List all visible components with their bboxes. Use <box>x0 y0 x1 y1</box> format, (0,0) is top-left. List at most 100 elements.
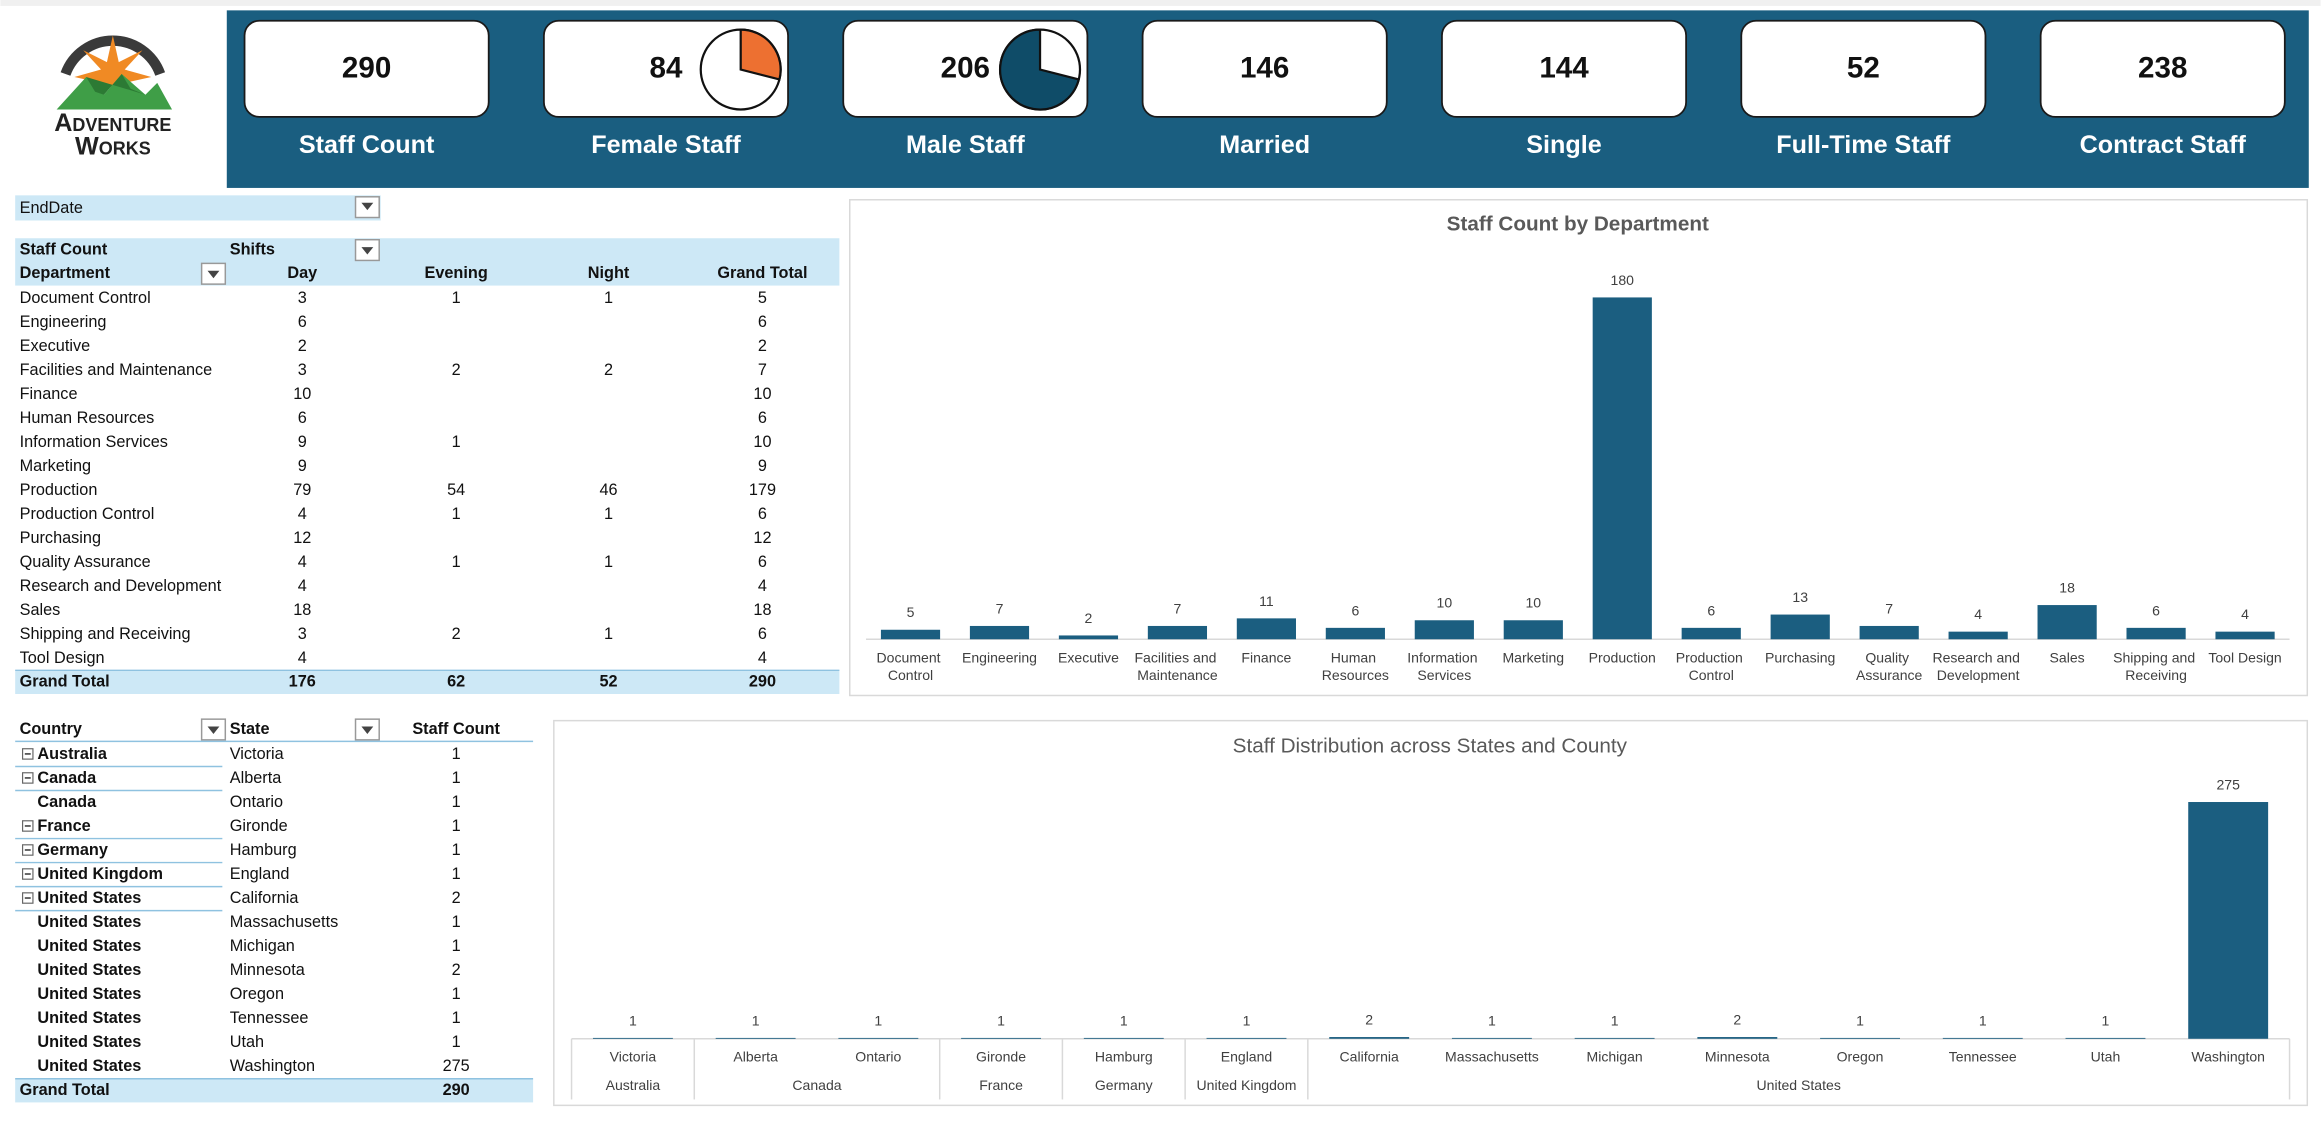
table-corner: Staff Count <box>20 240 108 258</box>
bar <box>1236 618 1296 640</box>
table-cell: 4 <box>298 505 307 523</box>
kpi-label: Full-Time Staff <box>1776 131 1951 159</box>
table-cell: 1 <box>452 913 461 931</box>
table-header-bg <box>15 238 840 286</box>
table-cell: 1 <box>452 1033 461 1051</box>
value-label: 1 <box>874 1012 882 1028</box>
x-tick-label: Michigan <box>1587 1049 1643 1065</box>
chart-title: Staff Count by Department <box>1447 212 1709 235</box>
total-cell: 290 <box>749 672 776 690</box>
bar <box>969 625 1030 640</box>
x-tick-label: Tool Design <box>2208 649 2281 665</box>
bar <box>1083 1037 1164 1039</box>
bar <box>961 1037 1042 1039</box>
country-label: Germany <box>37 841 108 859</box>
table-cell: 1 <box>604 553 613 571</box>
state-label: Hamburg <box>230 841 297 859</box>
value-label: 5 <box>907 604 915 620</box>
row-label: Finance <box>20 385 78 403</box>
bar <box>1770 614 1830 640</box>
value-label: 1 <box>997 1012 1005 1028</box>
filter-button[interactable] <box>354 196 380 219</box>
value-label: 2 <box>1733 1011 1741 1027</box>
table-cell: 9 <box>298 433 307 451</box>
kpi-card <box>1441 19 1687 118</box>
x-tick-label: Alberta <box>733 1049 778 1065</box>
country-label: United States <box>37 889 141 907</box>
x-tick-label: Victoria <box>610 1049 657 1065</box>
column-header: Country <box>20 720 82 738</box>
table-cell: 12 <box>753 529 771 547</box>
value-label: 7 <box>996 600 1004 616</box>
x-tick-label: Hamburg <box>1095 1049 1153 1065</box>
table-cell: 6 <box>758 409 767 427</box>
state-label: Michigan <box>230 937 295 955</box>
table-cell: 1 <box>452 553 461 571</box>
x-tick-label: Production Control <box>1676 649 1747 683</box>
table-cell: 9 <box>758 457 767 475</box>
bar <box>1859 625 1919 640</box>
table-cell: 2 <box>452 625 461 643</box>
dropdown-arrow <box>207 270 220 279</box>
total-cell: 176 <box>289 672 316 690</box>
bar <box>1147 625 1208 640</box>
x-tick-label: Quality Assurance <box>1856 649 1923 683</box>
bar <box>715 1037 796 1039</box>
value-label: 7 <box>1174 600 1182 616</box>
total-cell: 290 <box>443 1081 470 1099</box>
kpi-card <box>1740 19 1987 118</box>
row-label: Sales <box>20 601 61 619</box>
total-label: Grand Total <box>20 672 110 690</box>
table-cell: 2 <box>452 961 461 979</box>
x-tick-label: Massachusetts <box>1445 1049 1539 1065</box>
table-cell: 4 <box>758 577 767 595</box>
table-cell: 4 <box>298 577 307 595</box>
kpi-label: Married <box>1219 131 1310 159</box>
row-label: Facilities and Maintenance <box>20 361 213 379</box>
bar <box>1948 631 2008 640</box>
table-cell: 1 <box>604 505 613 523</box>
x-tick-label: Document Control <box>877 649 945 683</box>
value-label: 180 <box>1611 272 1635 288</box>
x-tick-label: Engineering <box>962 649 1037 665</box>
country-label: France <box>37 817 90 835</box>
table-cell: 1 <box>604 625 613 643</box>
bar <box>880 629 941 640</box>
table-cell: 4 <box>298 553 307 571</box>
row-label: Engineering <box>20 313 107 331</box>
column-header: Night <box>588 264 630 282</box>
country-label: United States <box>37 985 141 1003</box>
kpi-card <box>1141 19 1388 118</box>
table-cell: 275 <box>443 1057 470 1075</box>
table-cell: 3 <box>298 289 307 307</box>
state-label: Washington <box>230 1057 315 1075</box>
table-cell: 1 <box>452 817 461 835</box>
logo: Adventure Works <box>54 35 173 161</box>
logo-sun <box>74 35 152 98</box>
value-label: 4 <box>1974 606 1982 622</box>
table-cell: 6 <box>298 313 307 331</box>
table-cell: 2 <box>604 361 613 379</box>
table-column-field: Shifts <box>230 240 275 258</box>
table-cell: 79 <box>293 481 311 499</box>
country-label: United States <box>37 913 141 931</box>
x-tick-label: Purchasing <box>1765 649 1835 665</box>
value-label: 2 <box>1085 610 1093 626</box>
table-cell: 6 <box>298 409 307 427</box>
bar <box>592 1037 673 1039</box>
row-label: Human Resources <box>20 409 155 427</box>
table-cell: 1 <box>452 937 461 955</box>
table-cell: 9 <box>298 457 307 475</box>
bar <box>1820 1037 1900 1039</box>
bar <box>838 1037 919 1039</box>
table-cell: 179 <box>749 481 776 499</box>
total-cell: 62 <box>447 672 465 690</box>
bar <box>1325 627 1385 640</box>
kpi-label: Male Staff <box>906 131 1025 159</box>
table-cell: 12 <box>293 529 311 547</box>
table-cell: 46 <box>600 481 618 499</box>
value-label: 1 <box>1611 1012 1619 1028</box>
table-cell: 6 <box>758 505 767 523</box>
state-label: Gironde <box>230 817 288 835</box>
